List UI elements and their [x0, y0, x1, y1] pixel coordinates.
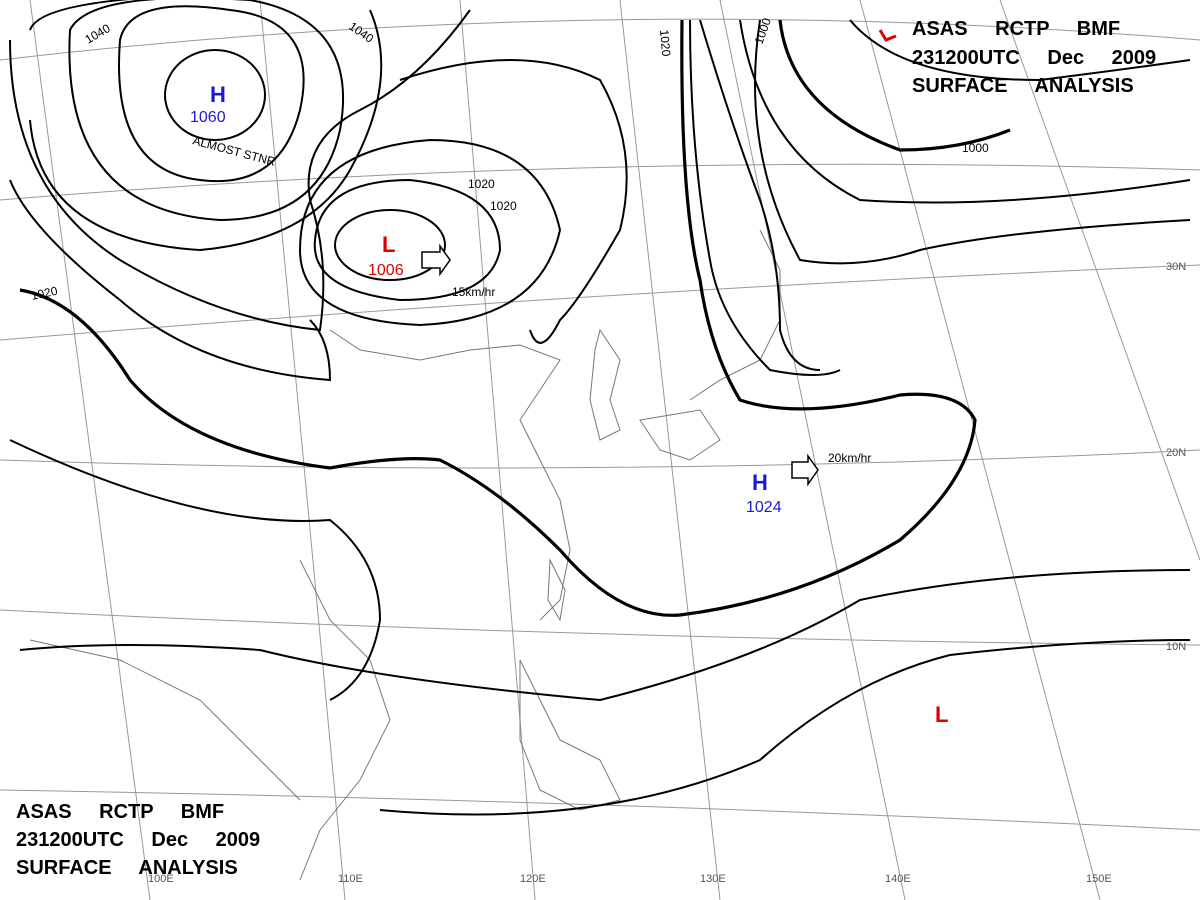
longitude-label: 150E	[1086, 873, 1112, 885]
high-symbol: H	[752, 470, 768, 495]
grid-labels: 30N 20N 10N 100E 110E 120E 130E 140E 150…	[148, 261, 1186, 885]
pressure-label: 1006	[368, 262, 404, 279]
title-line: ASAS RCTP BMF	[912, 18, 1120, 40]
isobar-label: 1020	[657, 29, 673, 57]
latitude-label: 10N	[1166, 641, 1186, 653]
isobar-label: 1020	[30, 284, 59, 303]
isobars	[9, 0, 1191, 816]
motion-arrow	[791, 453, 819, 487]
longitude-label: 110E	[338, 873, 363, 885]
motion-arrow	[421, 243, 451, 277]
longitude-label: 100E	[148, 873, 174, 885]
longitude-label: 140E	[885, 873, 911, 885]
title-line: SURFACE ANALYSIS	[912, 75, 1134, 97]
title-line: ASAS RCTP BMF	[16, 801, 224, 823]
longitude-label: 130E	[700, 873, 726, 885]
latitude-label: 20N	[1166, 447, 1186, 459]
title-block-top: ASAS RCTP BMF 231200UTC Dec 2009 SURFACE…	[878, 18, 1156, 97]
coastlines	[29, 229, 781, 881]
low-symbol: L	[382, 232, 395, 257]
title-block-bottom: ASAS RCTP BMF 231200UTC Dec 2009 SURFACE…	[16, 801, 260, 879]
low-icon	[878, 29, 897, 42]
title-line: 231200UTC Dec 2009	[912, 47, 1156, 69]
high-symbol: H	[210, 82, 226, 107]
motion-speed: 20km/hr	[828, 451, 871, 465]
low-symbol: L	[935, 702, 948, 727]
isobar-label: 1000	[962, 141, 989, 155]
latitude-label: 30N	[1166, 261, 1186, 273]
isobar-label: 1020	[468, 177, 495, 191]
longitude-label: 120E	[520, 873, 546, 885]
pressure-label: 1060	[190, 109, 226, 126]
title-line: 231200UTC Dec 2009	[16, 829, 260, 851]
pressure-label: 1024	[746, 499, 782, 516]
isobar-label: 1020	[490, 199, 517, 213]
title-line: SURFACE ANALYSIS	[16, 857, 238, 879]
motion-speed: 15km/hr	[452, 285, 495, 299]
